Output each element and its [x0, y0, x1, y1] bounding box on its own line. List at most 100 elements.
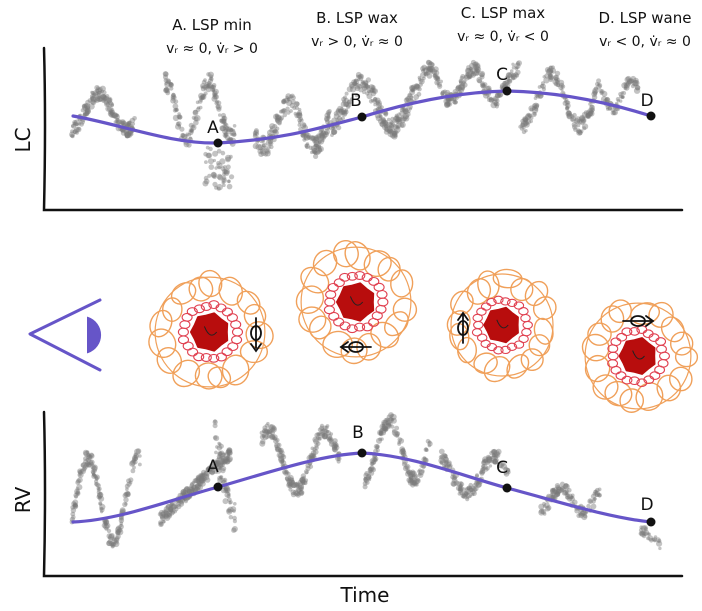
scatter-point [129, 117, 136, 124]
scatter-point [211, 461, 217, 468]
scatter-point [560, 486, 566, 493]
scatter-point [280, 454, 287, 460]
scatter-point [105, 94, 110, 99]
scatter-point [209, 466, 214, 471]
scatter-point [523, 120, 529, 127]
scatter-point [465, 495, 470, 500]
scatter-point [103, 95, 109, 101]
scatter-point [316, 432, 321, 436]
scatter-point [89, 452, 94, 458]
scatter-point [208, 146, 213, 152]
scatter-point [554, 490, 561, 497]
scatter-point [482, 92, 490, 99]
scatter-point [159, 521, 164, 527]
scatter-point [214, 465, 218, 470]
scatter-point [184, 134, 189, 138]
scatter-point [197, 481, 203, 487]
scatter-point [373, 458, 378, 463]
scatter-point [264, 429, 269, 434]
scatter-point [550, 494, 555, 500]
scatter-point [393, 133, 398, 138]
scatter-point [601, 90, 608, 97]
scatter-point [204, 81, 210, 87]
scatter-point [100, 94, 107, 100]
scatter-point [307, 136, 311, 140]
scatter-point [183, 487, 189, 494]
scatter-point [439, 458, 447, 466]
scatter-point [630, 75, 637, 82]
scatter-point [352, 81, 358, 86]
lc-point-d [646, 111, 656, 121]
scatter-point [394, 126, 401, 133]
scatter-point [365, 91, 370, 96]
scatter-point [227, 450, 233, 456]
scatter-point [390, 116, 395, 122]
scatter-point [308, 145, 313, 150]
scatter-point [201, 472, 205, 476]
scatter-point [641, 530, 646, 536]
scatter-point [325, 424, 330, 428]
scatter-point [414, 83, 420, 89]
rv-point-c-label: C [496, 458, 508, 478]
scatter-point [505, 467, 511, 473]
scatter-point [180, 489, 187, 495]
scatter-point [378, 118, 385, 125]
scatter-point [497, 463, 503, 468]
scatter-point [313, 153, 319, 159]
scatter-point [492, 458, 499, 465]
scatter-point [353, 79, 357, 83]
scatter-point [357, 77, 361, 82]
scatter-point [417, 86, 422, 92]
lc-point-d-label: D [640, 91, 653, 111]
scatter-point [196, 475, 203, 482]
scatter-point [75, 490, 81, 496]
scatter-point [70, 507, 77, 513]
scatter-point [437, 83, 443, 89]
scatter-point [543, 77, 550, 84]
scatter-point [119, 507, 126, 514]
scatter-point [80, 462, 86, 468]
scatter-point [183, 141, 190, 148]
scatter-point [331, 442, 337, 448]
scatter-point [455, 481, 461, 487]
scatter-point [170, 98, 176, 104]
scatter-point [591, 91, 598, 97]
lc-panel: LC A B C D [11, 46, 684, 212]
scatter-point [286, 110, 291, 115]
scatter-point [411, 479, 418, 486]
scatter-point [366, 86, 370, 90]
scatter-point [511, 62, 515, 66]
scatter-point [221, 118, 227, 124]
scatter-point [313, 135, 320, 141]
scatter-point [324, 128, 330, 135]
scatter-point [492, 95, 499, 102]
scatter-point [565, 105, 570, 111]
scatter-point [381, 119, 387, 125]
scatter-point [321, 138, 325, 143]
scatter-point [278, 448, 283, 453]
scatter-point [560, 88, 564, 92]
scatter-point [437, 82, 442, 87]
scatter-point [384, 127, 389, 132]
scatter-point [203, 178, 210, 185]
scatter-point [227, 456, 233, 462]
scatter-point [157, 512, 163, 517]
scatter-point [381, 123, 389, 131]
scatter-point [466, 65, 471, 70]
scatter-point [267, 138, 274, 145]
scatter-point [159, 512, 166, 519]
scatter-point [429, 68, 434, 73]
scatter-point [366, 93, 373, 100]
scatter-point [208, 470, 213, 475]
scatter-point [368, 470, 375, 476]
scatter-point [211, 95, 218, 102]
scatter-point [188, 122, 194, 128]
scatter-point [328, 436, 333, 441]
scatter-point [643, 527, 649, 532]
scatter-point [302, 137, 307, 142]
scatter-point [529, 115, 534, 120]
rv-point-a [213, 482, 223, 492]
scatter-point [340, 116, 345, 121]
scatter-point [300, 473, 307, 479]
scatter-point [333, 442, 339, 449]
